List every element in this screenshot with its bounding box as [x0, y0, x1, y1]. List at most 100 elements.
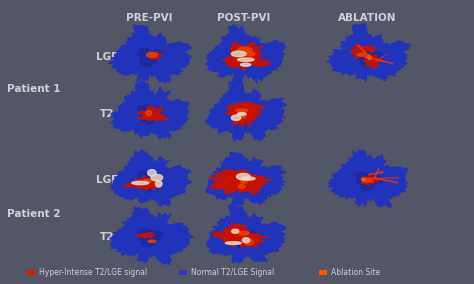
Polygon shape: [246, 52, 255, 56]
Polygon shape: [217, 177, 256, 194]
Polygon shape: [231, 51, 264, 62]
Polygon shape: [231, 115, 241, 120]
Text: Patient 1: Patient 1: [7, 84, 61, 95]
Polygon shape: [137, 48, 164, 67]
Polygon shape: [236, 109, 248, 112]
Polygon shape: [237, 174, 250, 180]
Polygon shape: [226, 242, 241, 245]
Polygon shape: [206, 80, 287, 141]
Text: LGE: LGE: [96, 52, 118, 62]
Polygon shape: [147, 52, 157, 58]
Text: Hyper-Intense T2/LGE signal: Hyper-Intense T2/LGE signal: [39, 268, 147, 277]
Polygon shape: [351, 45, 365, 59]
Polygon shape: [357, 53, 369, 56]
Polygon shape: [209, 170, 252, 189]
Polygon shape: [238, 231, 249, 235]
Polygon shape: [138, 179, 162, 189]
Polygon shape: [151, 174, 163, 181]
Polygon shape: [227, 232, 260, 240]
Polygon shape: [241, 106, 257, 120]
Polygon shape: [237, 48, 258, 64]
Polygon shape: [232, 110, 256, 127]
Polygon shape: [213, 228, 254, 247]
Polygon shape: [223, 176, 268, 187]
Polygon shape: [137, 233, 155, 238]
Polygon shape: [361, 45, 376, 53]
Polygon shape: [229, 107, 252, 123]
Polygon shape: [110, 150, 191, 206]
Polygon shape: [232, 229, 239, 233]
Text: Patient 2: Patient 2: [7, 209, 61, 220]
Polygon shape: [230, 43, 263, 59]
Polygon shape: [238, 175, 273, 183]
Text: T2: T2: [100, 232, 114, 242]
Polygon shape: [146, 110, 152, 116]
Polygon shape: [241, 177, 248, 183]
Polygon shape: [356, 172, 383, 191]
Polygon shape: [239, 112, 246, 118]
Polygon shape: [233, 102, 262, 114]
Polygon shape: [241, 177, 255, 180]
Polygon shape: [364, 55, 384, 68]
Polygon shape: [364, 179, 371, 182]
FancyBboxPatch shape: [319, 270, 327, 275]
Polygon shape: [109, 206, 193, 265]
Polygon shape: [354, 48, 382, 67]
Polygon shape: [237, 47, 252, 53]
Text: Ablation Site: Ablation Site: [331, 268, 380, 277]
Polygon shape: [218, 174, 264, 183]
Polygon shape: [138, 171, 164, 191]
Polygon shape: [245, 239, 253, 245]
Polygon shape: [228, 50, 262, 68]
Polygon shape: [132, 181, 149, 185]
Polygon shape: [237, 229, 253, 247]
FancyBboxPatch shape: [179, 270, 187, 275]
Polygon shape: [229, 225, 250, 241]
Text: LGE: LGE: [96, 175, 118, 185]
Polygon shape: [144, 179, 152, 182]
Polygon shape: [134, 176, 162, 187]
Polygon shape: [232, 105, 257, 124]
Polygon shape: [224, 223, 244, 239]
Polygon shape: [206, 152, 286, 206]
Polygon shape: [232, 171, 259, 191]
Polygon shape: [241, 63, 251, 66]
Polygon shape: [137, 115, 168, 121]
Text: POST-PVI: POST-PVI: [218, 13, 271, 23]
Polygon shape: [137, 107, 163, 119]
FancyBboxPatch shape: [27, 270, 36, 275]
Polygon shape: [146, 51, 163, 59]
Polygon shape: [206, 25, 285, 83]
Polygon shape: [238, 58, 254, 61]
Text: T2: T2: [100, 108, 114, 119]
Polygon shape: [147, 170, 156, 176]
Text: Normal T2/LGE Signal: Normal T2/LGE Signal: [191, 268, 274, 277]
Polygon shape: [244, 234, 264, 247]
Polygon shape: [361, 176, 380, 185]
Polygon shape: [242, 238, 250, 243]
Text: PRE-PVI: PRE-PVI: [126, 13, 173, 23]
Polygon shape: [236, 178, 263, 194]
Polygon shape: [234, 49, 255, 63]
Polygon shape: [138, 105, 163, 125]
Polygon shape: [148, 240, 156, 243]
Polygon shape: [138, 228, 163, 247]
Polygon shape: [328, 150, 408, 207]
Polygon shape: [222, 54, 270, 70]
Polygon shape: [327, 24, 411, 82]
Polygon shape: [223, 232, 268, 244]
Polygon shape: [110, 81, 189, 139]
Polygon shape: [233, 49, 257, 68]
Polygon shape: [155, 181, 162, 187]
Polygon shape: [227, 105, 265, 115]
Polygon shape: [225, 110, 262, 117]
Polygon shape: [223, 170, 255, 190]
Polygon shape: [238, 185, 245, 189]
Text: ABLATION: ABLATION: [338, 13, 397, 23]
Polygon shape: [109, 25, 192, 83]
Polygon shape: [123, 181, 154, 189]
Polygon shape: [226, 170, 253, 185]
Polygon shape: [207, 205, 286, 263]
Polygon shape: [231, 51, 246, 57]
Polygon shape: [237, 112, 246, 115]
